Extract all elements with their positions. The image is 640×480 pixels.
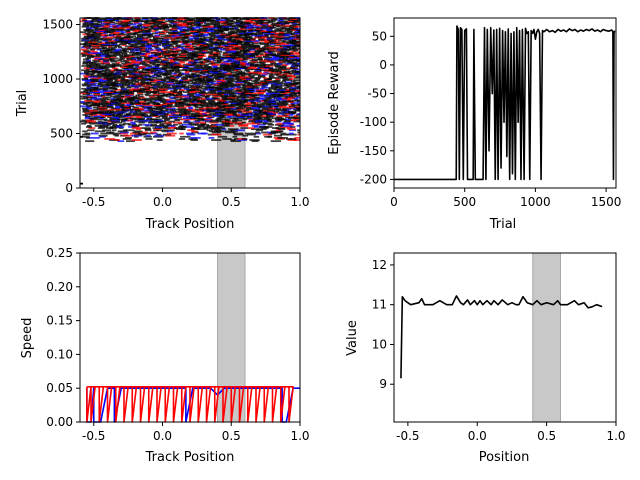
speed-x-tick-label: 0.0 xyxy=(153,429,172,443)
reward-y-tick-label: -200 xyxy=(360,172,387,186)
reward-y-label: Episode Reward xyxy=(327,51,342,155)
raster-y-tick-label: 1000 xyxy=(42,72,73,86)
speed-plot: -0.5 0.0 0.5 1.0 0.00 0.05 0.10 0.15 0.20 0.25 T… xyxy=(20,246,310,465)
value-plot: -0.5 0.0 0.5 1.0 9 10 11 12 Position Value xyxy=(345,252,626,465)
speed-plot-frame xyxy=(79,252,301,423)
speed-y-tick-label: 0.25 xyxy=(46,246,73,260)
reward-y-tick-label: -100 xyxy=(360,115,387,129)
reward-x-ticks: 0 500 1000 1500 xyxy=(390,188,621,209)
reward-x-label: Trial xyxy=(489,217,517,232)
raster-x-tick-label: 1.0 xyxy=(290,195,309,209)
speed-x-tick-label: 0.5 xyxy=(222,429,241,443)
raster-x-tick-label: -0.5 xyxy=(82,195,105,209)
value-y-tick-label: 12 xyxy=(372,258,387,272)
speed-plot-area xyxy=(86,252,300,423)
value-x-ticks: -0.5 0.0 0.5 1.0 xyxy=(396,422,626,443)
value-x-label: Position xyxy=(479,450,530,465)
raster-plot-frame xyxy=(79,17,301,189)
value-y-tick-label: 9 xyxy=(379,377,387,391)
speed-y-tick-label: 0.15 xyxy=(46,314,73,328)
raster-y-tick-label: 0 xyxy=(65,181,73,195)
raster-plot-area xyxy=(80,17,300,189)
value-plot-area xyxy=(400,252,603,423)
speed-y-tick-label: 0.00 xyxy=(46,415,73,429)
reward-x-tick-label: 0 xyxy=(390,195,398,209)
reward-x-tick-label: 1000 xyxy=(520,195,551,209)
raster-x-label: Track Position xyxy=(145,217,235,232)
raster-y-ticks: 0 500 1000 1500 xyxy=(42,18,80,195)
value-y-ticks: 9 10 11 12 xyxy=(372,258,394,391)
speed-y-label: Speed xyxy=(20,318,35,359)
value-y-label: Value xyxy=(345,320,360,356)
reward-y-tick-label: -150 xyxy=(360,144,387,158)
value-y-tick-label: 11 xyxy=(372,298,387,312)
value-shaded-region xyxy=(532,252,561,423)
speed-x-ticks: -0.5 0.0 0.5 1.0 xyxy=(82,422,310,443)
raster-y-label: Trial xyxy=(15,90,30,118)
speed-y-tick-label: 0.20 xyxy=(46,280,73,294)
raster-x-tick-label: 0.0 xyxy=(153,195,172,209)
speed-x-label: Track Position xyxy=(145,450,235,465)
reward-x-tick-label: 1500 xyxy=(591,195,622,209)
value-x-tick-label: 0.0 xyxy=(468,429,487,443)
speed-x-tick-label: -0.5 xyxy=(82,429,105,443)
raster-y-tick-label: 500 xyxy=(50,127,73,141)
reward-y-tick-label: 0 xyxy=(379,58,387,72)
raster-x-ticks: -0.5 0.0 0.5 1.0 xyxy=(82,188,310,209)
reward-x-tick-label: 500 xyxy=(453,195,476,209)
value-y-tick-label: 10 xyxy=(372,337,387,351)
reward-y-tick-label: 50 xyxy=(372,29,387,43)
raster-y-tick-label: 1500 xyxy=(42,18,73,32)
value-x-tick-label: 1.0 xyxy=(606,429,625,443)
reward-y-ticks: -200 -150 -100 -50 0 50 xyxy=(360,29,394,186)
speed-y-tick-label: 0.05 xyxy=(46,381,73,395)
reward-line xyxy=(394,25,616,181)
reward-y-tick-label: -50 xyxy=(367,87,387,101)
value-plot-frame xyxy=(393,252,617,423)
raster-x-tick-label: 0.5 xyxy=(222,195,241,209)
value-x-tick-label: -0.5 xyxy=(396,429,419,443)
raster-plot: -0.5 0.0 0.5 1.0 0 500 1000 1500 Track Positio… xyxy=(15,17,310,232)
reward-plot-area xyxy=(394,25,616,181)
speed-y-tick-label: 0.10 xyxy=(46,347,73,361)
speed-x-tick-label: 1.0 xyxy=(290,429,309,443)
reward-plot: 0 500 1000 1500 -200 -150 -100 -50 0 50 Trial Ep… xyxy=(327,17,621,232)
value-x-tick-label: 0.5 xyxy=(537,429,556,443)
value-line xyxy=(400,295,603,379)
reward-plot-frame xyxy=(393,17,617,189)
speed-line-1 xyxy=(86,386,294,423)
speed-y-ticks: 0.00 0.05 0.10 0.15 0.20 0.25 xyxy=(46,246,80,429)
